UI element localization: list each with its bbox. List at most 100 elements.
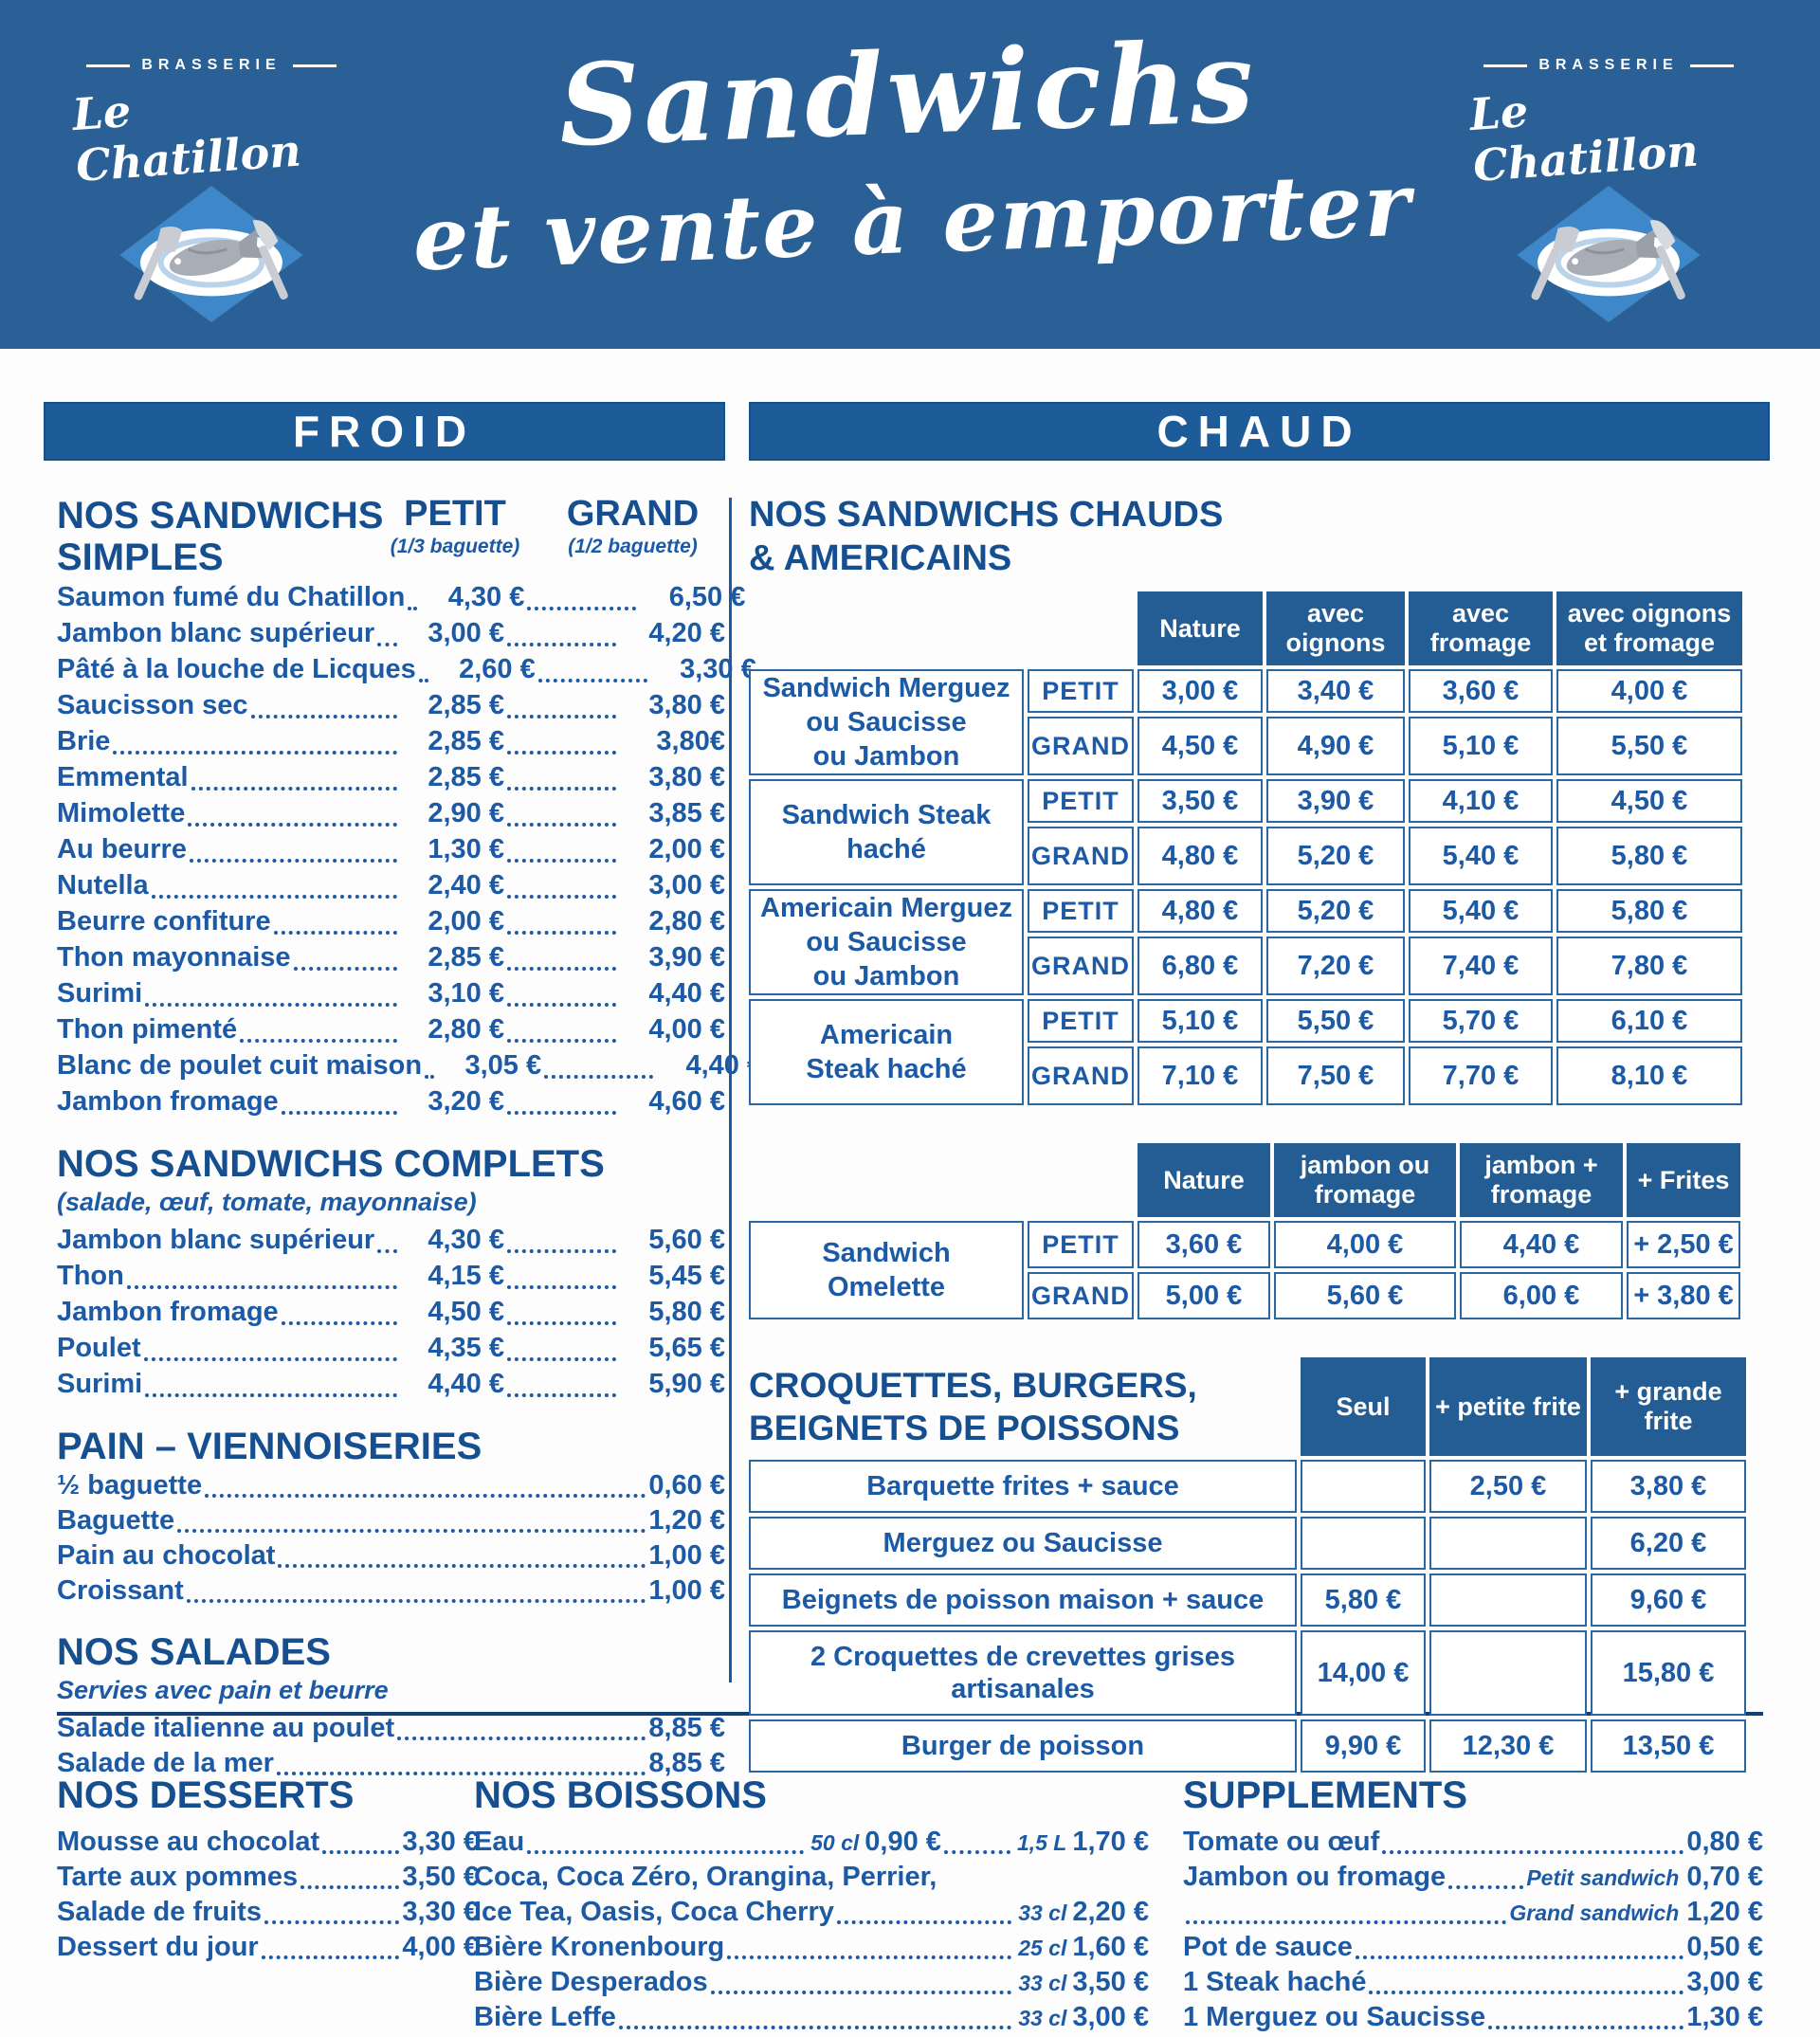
fork-icon <box>134 227 183 300</box>
price-seul <box>1301 1517 1426 1570</box>
dot-leader <box>377 643 397 646</box>
price-seul: 9,90 € <box>1301 1719 1426 1773</box>
froid-column: NOS SANDWICHS SIMPLES PETIT (1/3 baguett… <box>57 495 762 1783</box>
item-label: Merguez ou Saucisse <box>749 1517 1297 1570</box>
price-petit-nature: 3,50 € <box>1138 779 1263 823</box>
dot-leader <box>177 1529 646 1533</box>
menu-item-row: Mousse au chocolat 3,30 € <box>57 1827 479 1862</box>
item-price-petit: 2,40 € <box>428 870 504 900</box>
item-name: Surimi <box>57 978 143 1009</box>
dot-leader <box>507 1285 616 1289</box>
price-seul: 5,80 € <box>1301 1573 1426 1627</box>
item-price: 1,00 € <box>648 1540 725 1571</box>
item-price-petit: 3,05 € <box>464 1050 542 1081</box>
dot-leader <box>377 1249 397 1253</box>
item-label: Barquette frites + sauce <box>749 1460 1297 1513</box>
item-price: 8,85 € <box>648 1748 725 1778</box>
size-grand: GRAND <box>1028 1272 1134 1319</box>
column-header-oignons-fromage: avec oignons et fromage <box>1556 591 1742 665</box>
brasserie-label: BRASSERIE <box>1483 57 1734 74</box>
item-name: Thon mayonnaise <box>57 942 291 973</box>
price-petit-oignons: 5,20 € <box>1266 889 1405 933</box>
item-name: Surimi <box>57 1369 143 1399</box>
item-price: 1,30 € <box>1686 2002 1763 2032</box>
dot-leader <box>250 715 397 718</box>
column-header-grande-frite: + grande frite <box>1591 1357 1746 1456</box>
dot-leader <box>836 1920 1012 1924</box>
menu-item-row: Croissant 1,00 € <box>57 1575 725 1610</box>
price-grand-oignons: 7,50 € <box>1266 1046 1405 1105</box>
divider-line <box>86 64 131 67</box>
column-header-fromage: avec fromage <box>1409 591 1553 665</box>
item-price-petit: 2,00 € <box>428 906 504 937</box>
item-price-petit: 4,15 € <box>428 1261 504 1291</box>
item-name: Nutella <box>57 870 149 900</box>
dot-leader <box>507 1357 616 1361</box>
menu-item-row: Jambon blanc supérieur 3,00 € 4,20 € <box>57 618 725 654</box>
dot-leader <box>507 859 616 863</box>
menu-item-row: Ice Tea, Oasis, Coca Cherry 33 cl 2,20 € <box>474 1897 1149 1932</box>
dot-leader <box>507 931 616 935</box>
column-header-nature: Nature <box>1138 1143 1270 1217</box>
item-size: 33 cl <box>1018 1971 1067 1995</box>
item-price: 1,20 € <box>1686 1897 1763 1927</box>
item-price-grand: 4,00 € <box>648 1014 725 1045</box>
dot-leader <box>710 1991 1012 1994</box>
dot-leader <box>544 1075 654 1079</box>
knife-icon <box>252 220 288 300</box>
item-price-grand: 3,80 € <box>648 762 725 792</box>
item-price-grand: 3,85 € <box>648 798 725 828</box>
item-price-grand: 3,00 € <box>648 870 725 900</box>
fish-plate-icon <box>119 185 303 323</box>
item-price-petit: 4,35 € <box>428 1333 504 1363</box>
menu-item-row: Pot de sauce 0,50 € <box>1183 1932 1763 1967</box>
chaud-column: NOS SANDWICHS CHAUDS & AMERICAINS Nature… <box>749 493 1757 1773</box>
item-name: Mousse au chocolat <box>57 1827 320 1857</box>
price-petit-fromage: 5,40 € <box>1409 889 1553 933</box>
sandwich-label: Americain Merguez ou Saucisse ou Jambon <box>749 889 1024 995</box>
price-grand-oignons: 5,20 € <box>1266 827 1405 885</box>
item-price: 1,20 € <box>648 1505 725 1536</box>
item-name: Beurre confiture <box>57 906 271 937</box>
divider-line <box>1483 64 1528 67</box>
chauds-table-header: Nature avec oignons avec fromage avec oi… <box>749 591 1757 665</box>
dot-leader <box>189 859 397 863</box>
column-header-jambon-fromage: jambon + fromage <box>1460 1143 1623 1217</box>
menu-item-row: Tomate ou œuf 0,80 € <box>1183 1827 1763 1862</box>
dot-leader <box>507 643 616 646</box>
menu-item-row: Surimi 3,10 € 4,40 € <box>57 978 725 1014</box>
column-header-oignons: avec oignons <box>1266 591 1405 665</box>
menu-item-row: Pain au chocolat 1,00 € <box>57 1540 725 1575</box>
price-grande-frite: 13,50 € <box>1591 1719 1746 1773</box>
item-name: Jambon ou fromage <box>1183 1862 1447 1892</box>
item-price-grand: 4,20 € <box>648 618 725 648</box>
header-banner: BRASSERIE Le Chatillon Sandw <box>0 0 1820 349</box>
dot-leader <box>507 1039 616 1043</box>
menu-item-row: Mimolette 2,90 € 3,85 € <box>57 798 725 834</box>
item-price: 3,00 € <box>1686 1967 1763 1997</box>
sandwich-label: Sandwich Steak haché <box>749 779 1024 885</box>
dot-leader <box>507 895 616 899</box>
item-price: 0,90 € <box>864 1827 941 1857</box>
item-price-grand: 5,80 € <box>648 1297 725 1327</box>
item-name: Pot de sauce <box>1183 1932 1353 1962</box>
dot-leader <box>293 967 397 971</box>
menu-item-row: Salade de la mer 8,85 € <box>57 1748 725 1783</box>
petit-column-header: PETIT (1/3 baguette) <box>370 495 540 558</box>
item-price: 1,00 € <box>648 1575 725 1606</box>
item-name: Thon <box>57 1261 124 1291</box>
desserts-title: NOS DESSERTS <box>57 1774 355 1816</box>
item-name: Tomate ou œuf <box>1183 1827 1380 1857</box>
fork-icon <box>1531 227 1580 300</box>
price-petit-oignons: 3,90 € <box>1266 779 1405 823</box>
menu-item-row: Thon mayonnaise 2,85 € 3,90 € <box>57 942 725 978</box>
price-seul: 14,00 € <box>1301 1630 1426 1716</box>
omelette-table-body: Sandwich Omelette PETIT 3,60 € 4,00 € 4,… <box>749 1221 1757 1319</box>
item-name: Baguette <box>57 1505 175 1536</box>
item-name: Brie <box>57 726 111 756</box>
item-size: 33 cl <box>1018 1901 1067 1925</box>
petit-label: PETIT <box>404 494 506 534</box>
grand-column-header: GRAND (1/2 baguette) <box>540 495 725 558</box>
item-name: Salade de la mer <box>57 1748 274 1778</box>
menu-item-row: Saucisson sec 2,85 € 3,80 € <box>57 690 725 726</box>
